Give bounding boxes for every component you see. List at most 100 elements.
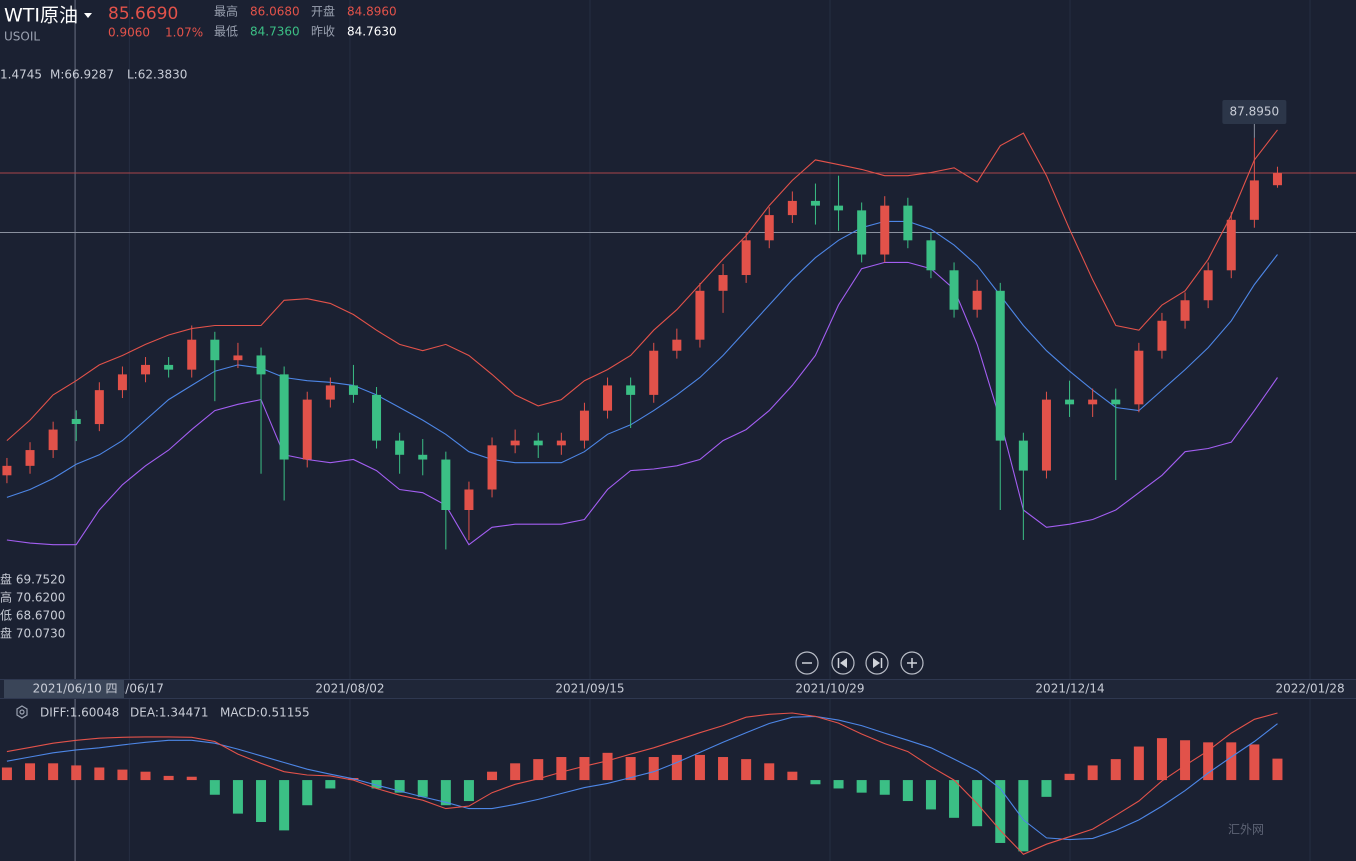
macd-bar <box>232 780 243 814</box>
scroll-left-button[interactable] <box>831 651 855 675</box>
zoom-in-button[interactable] <box>900 651 924 675</box>
candle-body <box>2 465 12 476</box>
candle-body <box>487 445 497 490</box>
macd-bar <box>463 780 474 802</box>
candle-body <box>510 440 520 446</box>
max-marker-label: 87.8950 <box>1230 105 1280 119</box>
last-price: 85.6690 <box>108 4 178 24</box>
macd-bar <box>487 771 498 781</box>
macd-bar <box>71 765 82 781</box>
candle-body <box>764 215 774 241</box>
macd-bar <box>856 780 867 793</box>
macd-bar <box>48 763 59 781</box>
legend-entry: DIFF:1.60048 <box>40 706 119 720</box>
macd-bar <box>417 780 428 797</box>
macd-bar <box>949 780 960 818</box>
band-line <box>6 261 1278 546</box>
macd-bar <box>1018 780 1029 852</box>
candle-body <box>256 355 266 375</box>
stat-label: 昨收 <box>311 25 335 39</box>
price-change: 0.9060 <box>108 26 150 40</box>
candle-body <box>94 390 104 425</box>
macd-bar <box>1087 765 1098 781</box>
candle-body <box>279 374 289 460</box>
stat-value: 84.8960 <box>347 5 397 19</box>
macd-bar <box>25 763 36 781</box>
candle-body <box>1272 173 1282 186</box>
candle-body <box>325 385 335 400</box>
candle-body <box>1111 399 1121 405</box>
legend-entry: DEA:1.34471 <box>130 706 209 720</box>
candle-body <box>579 410 589 441</box>
candle-body <box>302 399 312 460</box>
candle-body <box>718 275 728 291</box>
candle-body <box>533 440 543 446</box>
diff-line <box>6 712 1278 855</box>
dropdown-arrow[interactable] <box>84 13 92 18</box>
legend-entry: 1.4745 <box>0 68 42 82</box>
legend-entry: MACD:0.51155 <box>220 706 310 720</box>
macd-bar <box>925 780 936 810</box>
candle-body <box>48 429 58 451</box>
macd-bar <box>625 757 636 781</box>
max-marker-box <box>1222 100 1287 124</box>
candle-body <box>626 385 636 395</box>
instrument-name[interactable]: WTI原油 <box>4 5 78 27</box>
macd-bar <box>810 780 821 785</box>
crosshair-info: 盘 69.7520 <box>0 572 65 587</box>
macd-bar <box>186 776 197 781</box>
stat-value: 84.7360 <box>250 25 300 39</box>
macd-bar <box>1064 773 1075 781</box>
crosshair-info: 盘 70.0730 <box>0 626 65 641</box>
candle-body <box>1203 270 1213 301</box>
candle-body <box>926 240 936 271</box>
macd-bar <box>302 780 313 806</box>
zoom-controls <box>795 651 924 675</box>
zoom-out-button[interactable] <box>795 651 819 675</box>
candle-body <box>117 374 127 391</box>
macd-bar <box>1226 742 1237 781</box>
macd-bar <box>1203 742 1214 781</box>
candle-body <box>418 454 428 460</box>
x-tick-label: 2021/12/14 <box>1035 682 1104 696</box>
candle-body <box>880 205 890 255</box>
macd-bar <box>279 780 290 831</box>
candle-body <box>441 459 451 510</box>
stat-label: 开盘 <box>311 4 335 19</box>
crosshair-x-label: 2021/06/10 四 <box>33 682 118 696</box>
macd-bar <box>579 757 590 781</box>
macd-bar <box>671 754 682 781</box>
macd-bar <box>117 769 128 781</box>
candle-body <box>210 339 220 361</box>
macd-bar <box>325 780 336 789</box>
macd-bar <box>1 767 12 781</box>
candle-body <box>1226 219 1236 271</box>
candle-body <box>233 355 243 361</box>
indicator-settings-button[interactable] <box>16 705 28 719</box>
candle-body <box>464 489 474 510</box>
stat-label: 最高 <box>214 4 238 19</box>
macd-bar <box>694 754 705 781</box>
macd-bar <box>602 752 613 781</box>
candle-body <box>556 440 566 446</box>
x-tick-label: 2021/09/15 <box>555 682 624 696</box>
macd-bar <box>741 759 752 781</box>
stat-label: 最低 <box>214 25 238 39</box>
macd-bar <box>1156 738 1167 781</box>
macd-bar <box>1110 759 1121 781</box>
candle-body <box>903 205 913 241</box>
candle-body <box>1041 399 1051 471</box>
legend-entry: M:66.9287 <box>50 68 114 82</box>
macd-bar <box>879 780 890 795</box>
macd-bar <box>995 780 1006 843</box>
candle-body <box>141 364 151 375</box>
candle-body <box>695 290 705 340</box>
scroll-right-button[interactable] <box>865 651 889 675</box>
macd-bar <box>440 780 451 806</box>
candle-body <box>1249 180 1259 220</box>
crosshair-info: 高 70.6200 <box>0 590 65 605</box>
candle-body <box>187 339 197 370</box>
macd-bar <box>833 780 844 789</box>
